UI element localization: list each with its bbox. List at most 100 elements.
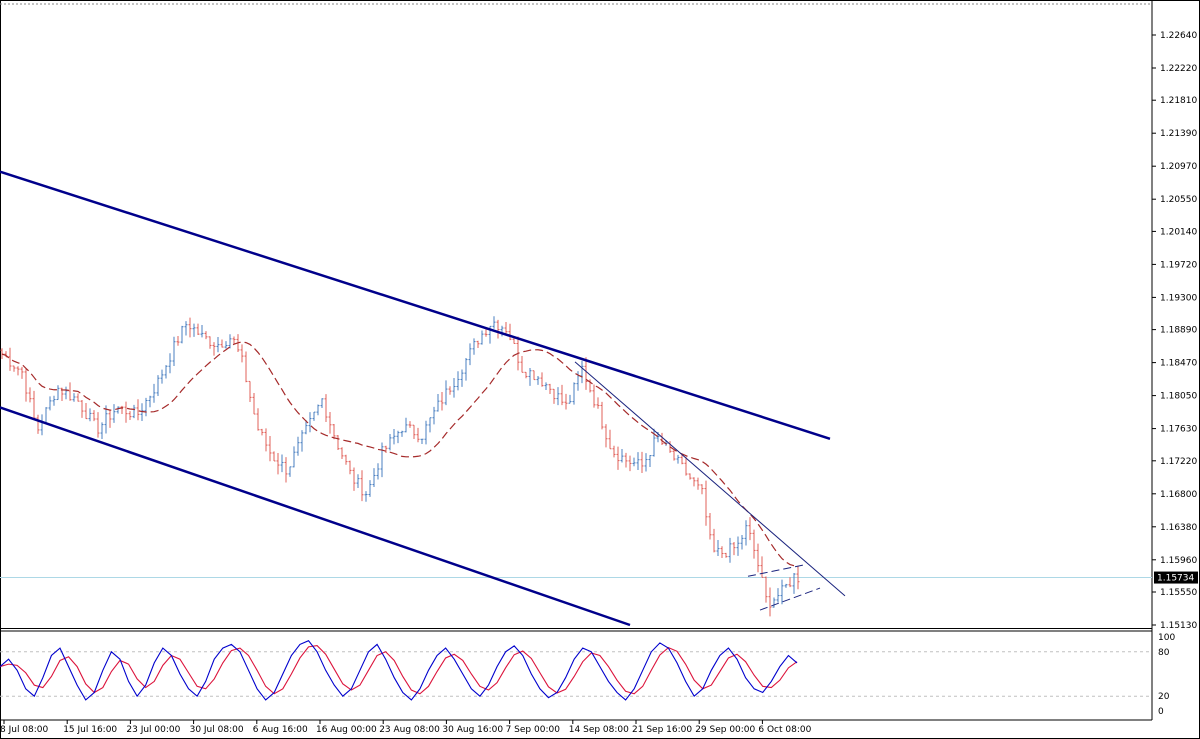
candle (640, 451, 644, 473)
price-tick-label: 1.17220 (1160, 457, 1197, 467)
channel-upper-line (0, 170, 831, 440)
candle (280, 454, 284, 473)
candle (704, 480, 708, 526)
candle (500, 325, 504, 337)
candle (424, 420, 428, 445)
candle (132, 404, 136, 419)
candle (420, 438, 424, 444)
candle (444, 380, 448, 406)
candle (508, 323, 512, 341)
descending-trendline (574, 361, 846, 597)
candle (592, 384, 596, 408)
candle (792, 572, 796, 594)
candle (688, 473, 692, 480)
candle (432, 406, 436, 425)
candle (232, 336, 236, 345)
candle (404, 417, 408, 433)
candle (796, 566, 800, 590)
candle (176, 335, 180, 346)
candle (104, 405, 108, 434)
stoch-main-line (0, 640, 798, 701)
candle (532, 370, 536, 381)
time-tick-label: 21 Sep 16:00 (632, 725, 692, 735)
candle (256, 408, 260, 431)
candle (740, 535, 744, 550)
candle (136, 399, 140, 421)
candle (140, 403, 144, 422)
candle (692, 477, 696, 487)
candle (192, 323, 196, 337)
candle (96, 412, 100, 438)
price-tick-label: 1.18050 (1160, 392, 1197, 402)
candle (216, 336, 220, 353)
candle (584, 357, 588, 390)
candle (16, 366, 20, 376)
candle (788, 577, 792, 588)
price-tick-label: 1.16380 (1160, 523, 1197, 533)
price-tick-label: 1.17630 (1160, 425, 1197, 435)
candle (528, 367, 532, 386)
candle (620, 448, 624, 463)
candle (376, 463, 380, 480)
candle (448, 386, 452, 395)
candle (436, 393, 440, 412)
time-tick-label: 23 Aug 08:00 (379, 725, 440, 735)
candle (460, 369, 464, 387)
candle (364, 491, 368, 502)
candle (552, 388, 556, 404)
candle (696, 477, 700, 490)
candle (400, 430, 404, 437)
price-tick-label: 1.22640 (1160, 31, 1197, 41)
candle (428, 417, 432, 433)
candle (224, 341, 228, 349)
candle (272, 451, 276, 462)
candle (356, 474, 360, 488)
candle (772, 597, 776, 608)
candle (472, 338, 476, 355)
candle (316, 404, 320, 416)
candle (204, 331, 208, 340)
wedge-lower-line (759, 587, 821, 611)
candle (116, 406, 120, 414)
candle (156, 375, 160, 397)
current-price-box (1154, 571, 1198, 584)
candle (408, 421, 412, 428)
price-tick-label: 1.21390 (1160, 129, 1197, 139)
candle (776, 588, 780, 603)
candle (336, 435, 340, 451)
candle (160, 369, 164, 384)
candle (412, 424, 416, 439)
candle (36, 414, 40, 434)
candle (624, 452, 628, 468)
candle (288, 466, 292, 477)
candle (616, 446, 620, 470)
candle (120, 405, 124, 415)
candle (572, 382, 576, 405)
candle (644, 453, 648, 472)
candle (612, 445, 616, 458)
time-tick-label: 30 Aug 16:00 (442, 725, 503, 735)
candle (284, 457, 288, 483)
candle (248, 380, 252, 402)
candle (564, 393, 568, 410)
candle (492, 316, 496, 329)
candle (148, 395, 152, 408)
candle (648, 455, 652, 467)
candle (88, 408, 92, 422)
candle (724, 552, 728, 558)
candle (312, 411, 316, 421)
candle (328, 412, 332, 434)
price-tick-label: 1.18890 (1160, 326, 1197, 336)
candle (484, 329, 488, 337)
candle (736, 536, 740, 556)
candle (268, 436, 272, 462)
candle (760, 556, 764, 578)
price-tick-label: 1.19720 (1160, 260, 1197, 270)
candle (304, 419, 308, 435)
candle (384, 445, 388, 453)
price-tick-label: 1.19300 (1160, 293, 1197, 303)
candle (496, 319, 500, 339)
candle (680, 454, 684, 465)
candle (416, 427, 420, 443)
